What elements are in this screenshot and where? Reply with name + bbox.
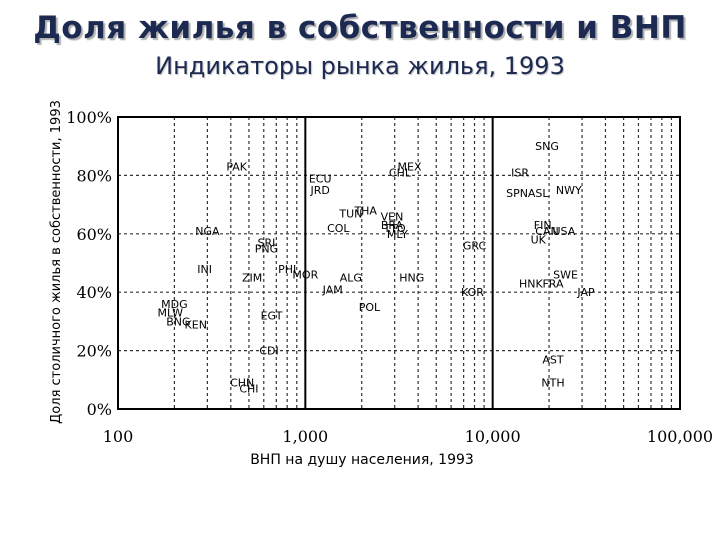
point-label-pak: PAK (226, 161, 247, 174)
point-label-uk: UK (531, 234, 547, 247)
axis-layer: 100 1,000 10,000 100,000 0% 20% 40% 60% 80% 100% (66, 108, 713, 446)
point-label-sri: SRI (258, 237, 276, 250)
point-label-alg: ALG (340, 272, 362, 285)
slide-subtitle: Индикаторы рынка жилья, 1993 (155, 52, 565, 80)
point-label-mor: MOR (292, 269, 318, 282)
point-label-nga: NGA (195, 225, 220, 238)
plot-frame (117, 116, 681, 410)
slide-title: Доля жилья в собственности и ВНП (33, 10, 687, 46)
point-label-ini: INI (197, 263, 212, 276)
point-label-jrd: JRD (309, 184, 329, 197)
point-label-ecu: ECU (309, 172, 332, 185)
point-label-can: CAN (535, 225, 558, 238)
y-tick-label: 0% (87, 400, 112, 419)
point-label-ken: KEN (185, 318, 207, 331)
point-label-cdi: CDI (259, 345, 278, 358)
point-label-mdg: MDG (161, 298, 188, 311)
point-label-fra: FRA (542, 277, 564, 290)
point-label-hng: HNG (399, 272, 424, 285)
point-label-col: COL (327, 222, 350, 235)
point-label-fin: FIN (534, 219, 552, 232)
point-label-chi: CHI (239, 383, 258, 396)
y-tick-label: 60% (76, 225, 112, 244)
point-label-spn: SPN (506, 187, 528, 200)
point-label-asl: ASL (528, 187, 550, 200)
point-label-tha: THA (353, 204, 377, 217)
point-label-kor: KOR (461, 286, 484, 299)
point-label-usa: USA (553, 225, 576, 238)
x-tick-label: 100 (103, 427, 134, 446)
point-label-ast: AST (542, 353, 564, 366)
point-label-mlw: MLW (157, 307, 183, 320)
x-tick-label: 100,000 (647, 427, 713, 446)
point-label-nwy: NWY (556, 184, 582, 197)
point-label-tun: TUN (338, 207, 362, 220)
y-tick-label: 80% (76, 166, 112, 185)
grid-layer (118, 117, 680, 409)
point-label-tto: TTO (383, 222, 406, 235)
point-label-bra: BRA (381, 219, 404, 232)
y-tick-label: 20% (76, 342, 112, 361)
point-label-chn: CHN (230, 377, 254, 390)
point-label-hnk: HNK (519, 277, 544, 290)
point-label-isr: ISR (511, 166, 529, 179)
point-label-nth: NTH (541, 377, 564, 390)
x-axis-title: ВНП на душу населения, 1993 (250, 452, 474, 468)
point-label-mex: MEX (398, 161, 422, 174)
point-label-chl: CHL (389, 166, 412, 179)
point-label-swe: SWE (553, 269, 578, 282)
point-label-bng: BNG (166, 315, 190, 328)
y-axis-title: Доля столичного жилья в собственности, 1… (49, 100, 64, 424)
point-label-phi: PHI (278, 263, 296, 276)
point-label-jap: JAP (576, 286, 595, 299)
x-tick-label: 1,000 (282, 427, 328, 446)
point-label-jam: JAM (322, 283, 343, 296)
point-label-zim: ZIM (242, 272, 262, 285)
y-tick-label: 100% (66, 108, 112, 127)
point-label-ven: VEN (381, 210, 404, 223)
y-tick-label: 40% (76, 283, 112, 302)
point-label-egt: EGT (261, 310, 283, 323)
point-label-mly: MLY (387, 228, 408, 241)
point-label-png: PNG (255, 242, 278, 255)
point-label-pol: POL (359, 301, 381, 314)
x-tick-label: 10,000 (465, 427, 521, 446)
point-label-sng: SNG (535, 140, 559, 153)
point-label-grc: GRC (463, 239, 487, 252)
